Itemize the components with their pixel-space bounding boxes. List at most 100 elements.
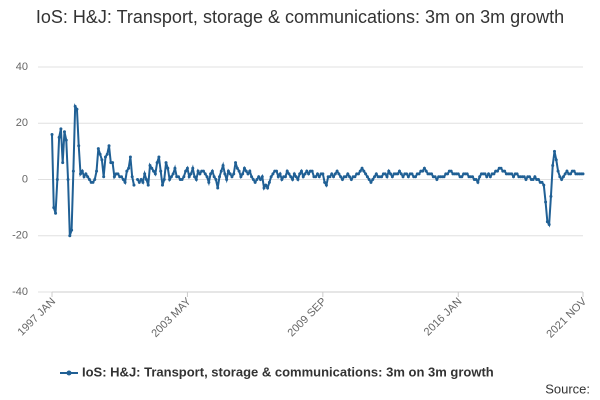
- point: [148, 163, 152, 167]
- point: [544, 200, 548, 204]
- point: [536, 178, 540, 181]
- point: [280, 178, 284, 181]
- point: [228, 172, 232, 176]
- x-tick-label: 2003 MAY: [149, 295, 194, 340]
- point: [554, 158, 558, 162]
- y-tick-label: -40: [12, 286, 28, 298]
- point: [191, 166, 195, 170]
- point: [207, 180, 211, 184]
- point: [152, 169, 156, 173]
- point: [406, 175, 410, 179]
- point: [373, 175, 377, 179]
- point: [146, 183, 150, 187]
- point: [333, 172, 337, 176]
- point: [130, 175, 134, 179]
- point: [162, 178, 166, 181]
- point: [136, 178, 140, 181]
- point: [560, 178, 564, 181]
- point: [374, 172, 378, 176]
- point: [307, 172, 311, 176]
- y-tick-label: -20: [12, 230, 28, 242]
- point: [471, 175, 475, 179]
- point: [422, 166, 426, 170]
- point: [52, 206, 56, 210]
- point: [75, 107, 79, 111]
- point: [323, 180, 327, 184]
- point: [528, 175, 532, 179]
- point: [264, 183, 268, 187]
- point: [82, 175, 86, 179]
- point: [410, 172, 414, 176]
- point: [226, 169, 230, 173]
- point: [542, 183, 546, 187]
- point: [93, 178, 97, 181]
- point: [499, 166, 503, 170]
- point: [116, 172, 120, 176]
- point: [84, 172, 88, 176]
- point: [488, 175, 492, 179]
- point: [283, 175, 287, 179]
- point: [278, 172, 282, 176]
- point: [305, 169, 309, 173]
- point: [569, 172, 573, 176]
- point: [102, 175, 106, 179]
- point: [225, 178, 229, 181]
- point: [239, 175, 243, 179]
- point: [219, 169, 223, 173]
- point: [533, 175, 537, 179]
- point: [572, 169, 576, 173]
- point: [332, 175, 336, 179]
- point: [123, 180, 127, 184]
- point: [59, 127, 63, 131]
- point: [71, 169, 75, 173]
- point: [194, 178, 198, 181]
- point: [476, 180, 480, 184]
- point: [201, 169, 205, 173]
- series-line: [136, 151, 583, 228]
- point: [271, 172, 275, 176]
- point: [246, 172, 250, 176]
- y-tick-label: 40: [16, 61, 28, 73]
- point: [495, 169, 499, 173]
- point: [417, 172, 421, 176]
- point: [241, 172, 245, 176]
- point: [54, 211, 58, 215]
- point: [358, 169, 362, 173]
- point: [77, 144, 81, 148]
- point: [465, 172, 469, 176]
- point: [316, 172, 319, 176]
- x-tick-label: 2016 JAN: [422, 296, 465, 339]
- point: [383, 172, 387, 176]
- point: [107, 144, 111, 148]
- x-tick-label: 2009 SEP: [286, 296, 330, 340]
- point: [435, 178, 439, 181]
- point: [100, 158, 104, 162]
- point: [111, 161, 115, 165]
- legend-label: IoS: H&J: Transport, storage & communica…: [82, 364, 494, 379]
- point: [317, 175, 321, 179]
- point: [291, 178, 295, 181]
- point: [212, 175, 216, 179]
- point: [98, 152, 102, 156]
- point: [189, 172, 193, 176]
- point: [401, 175, 405, 179]
- point: [198, 172, 202, 176]
- point: [144, 178, 148, 181]
- point: [380, 175, 384, 179]
- point: [430, 172, 434, 176]
- point: [339, 175, 343, 179]
- point: [285, 169, 289, 173]
- point: [399, 172, 403, 176]
- y-tick-label: 20: [16, 117, 28, 129]
- point: [340, 178, 344, 181]
- point: [485, 175, 489, 179]
- point: [549, 194, 553, 198]
- point: [474, 178, 478, 181]
- point: [478, 175, 482, 179]
- point: [91, 180, 95, 184]
- point: [73, 104, 77, 108]
- point: [242, 166, 246, 170]
- point: [405, 172, 409, 176]
